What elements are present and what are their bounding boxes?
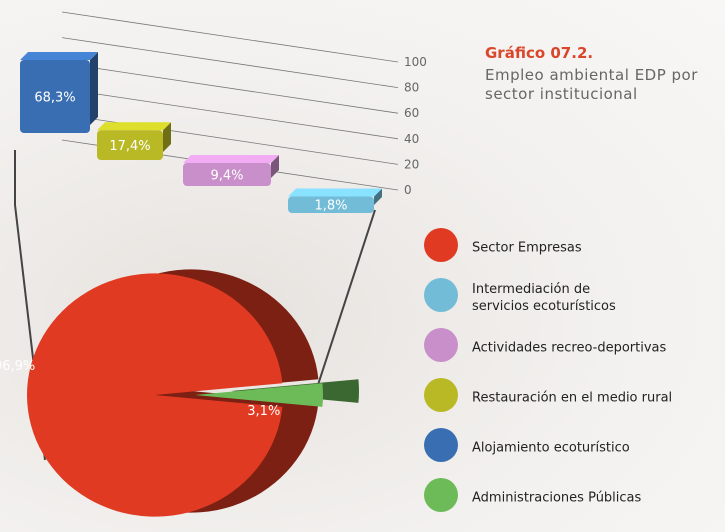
bar-top bbox=[183, 155, 279, 163]
y-tick-label: 100 bbox=[404, 55, 427, 69]
value-label: 68,3% bbox=[34, 90, 75, 105]
legend-label: Actividades recreo-deportivas bbox=[472, 340, 722, 357]
legend-marker bbox=[424, 278, 458, 312]
bar-top bbox=[20, 52, 98, 60]
y-tick-label: 0 bbox=[404, 183, 412, 197]
y-tick-label: 60 bbox=[404, 106, 419, 120]
legend-label: Intermediación de servicios ecoturístico… bbox=[472, 281, 642, 315]
legend-item: Intermediación de servicios ecoturístico… bbox=[424, 278, 724, 318]
legend-marker bbox=[424, 228, 458, 262]
value-label: 96,9% bbox=[0, 359, 35, 374]
legend-item: Alojamiento ecoturístico bbox=[424, 428, 724, 468]
y-tick-label: 80 bbox=[404, 81, 419, 95]
legend-marker bbox=[424, 378, 458, 412]
y-tick-label: 20 bbox=[404, 157, 419, 171]
value-label: 1,8% bbox=[314, 199, 347, 214]
grid-line bbox=[62, 12, 398, 62]
bar-top bbox=[97, 122, 171, 130]
legend-marker bbox=[424, 428, 458, 462]
legend-item: Actividades recreo-deportivas bbox=[424, 328, 724, 368]
grid-line bbox=[62, 38, 398, 88]
legend-item: Restauración en el medio rural bbox=[424, 378, 724, 418]
y-tick-label: 40 bbox=[404, 132, 419, 146]
bar-chart: 0 20 40 60 80 100 68,3% 17,4% 9,4% 1,8% bbox=[20, 12, 427, 214]
value-label: 3,1% bbox=[247, 404, 280, 419]
bar-top bbox=[288, 188, 382, 196]
legend-marker bbox=[424, 328, 458, 362]
legend-label: Restauración en el medio rural bbox=[472, 390, 722, 407]
legend-label: Sector Empresas bbox=[472, 240, 722, 257]
chart-title: Gráfico 07.2. bbox=[485, 44, 593, 62]
legend-item: Sector Empresas bbox=[424, 228, 724, 268]
pie-chart: 96,9% 3,1% bbox=[0, 269, 359, 516]
grid-line bbox=[62, 63, 398, 113]
value-label: 17,4% bbox=[109, 139, 150, 154]
value-label: 9,4% bbox=[210, 169, 243, 184]
page: 0 20 40 60 80 100 68,3% 17,4% 9,4% 1,8% 96,9% 3,1%… bbox=[0, 0, 725, 532]
legend-label: Alojamiento ecoturístico bbox=[472, 440, 722, 457]
bar-side bbox=[90, 52, 98, 125]
legend-marker bbox=[424, 478, 458, 512]
chart-subtitle: Empleo ambiental EDP por sector instituc… bbox=[485, 66, 725, 104]
legend-item: Administraciones Públicas bbox=[424, 478, 724, 518]
legend-label: Administraciones Públicas bbox=[472, 490, 722, 507]
